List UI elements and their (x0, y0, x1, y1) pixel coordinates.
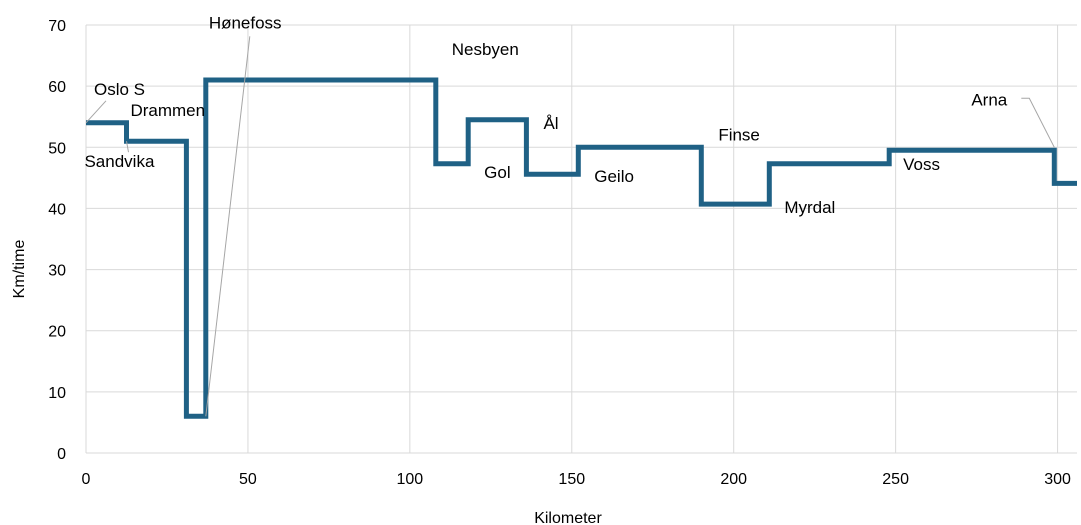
y-tick-label: 40 (48, 201, 66, 218)
station-label: Oslo S (94, 80, 145, 99)
y-tick-label: 10 (48, 385, 66, 402)
station-label: Nesbyen (452, 40, 519, 59)
y-tick-label: 0 (57, 446, 66, 463)
annotation-leader-line (1021, 97, 1055, 148)
annotation-leader-line (205, 36, 251, 417)
gridlines (85, 24, 1077, 454)
y-tick-label: 70 (48, 18, 66, 35)
station-label: Finse (718, 125, 760, 144)
annotation-leader-line (126, 141, 129, 153)
station-label: Sandvika (84, 152, 154, 171)
station-label: Arna (971, 90, 1007, 109)
x-tick-label: 50 (239, 471, 257, 488)
y-tick-label: 30 (48, 263, 66, 280)
station-label: Ål (543, 114, 558, 133)
station-label: Myrdal (784, 198, 835, 217)
x-tick-label: 200 (720, 471, 747, 488)
y-tick-label: 20 (48, 324, 66, 341)
station-label: Gol (484, 163, 510, 182)
station-label: Voss (903, 155, 940, 174)
station-label: Geilo (594, 167, 634, 186)
annotation-leaders (85, 36, 1055, 417)
x-tick-label: 300 (1044, 471, 1071, 488)
y-axis-title: Km/time (11, 240, 28, 299)
series-group (86, 77, 1077, 419)
station-annotations: Oslo S Drammen Sandvika Hønefoss Nesbyen Gol Å… (84, 13, 1007, 217)
x-tick-label: 100 (397, 471, 424, 488)
y-axis-tick-labels: 0 10 20 30 40 50 60 70 (48, 18, 66, 463)
x-axis-tick-labels: 0 50 100 150 200 250 300 (82, 471, 1071, 488)
series-line (86, 77, 1077, 419)
station-label: Drammen (130, 101, 205, 120)
x-tick-label: 150 (558, 471, 585, 488)
x-tick-label: 0 (82, 471, 91, 488)
x-axis-title: Kilometer (534, 510, 602, 525)
annotation-leader-line (85, 100, 107, 124)
station-label: Hønefoss (209, 13, 282, 32)
y-tick-label: 60 (48, 79, 66, 96)
y-tick-label: 50 (48, 140, 66, 157)
x-tick-label: 250 (882, 471, 909, 488)
